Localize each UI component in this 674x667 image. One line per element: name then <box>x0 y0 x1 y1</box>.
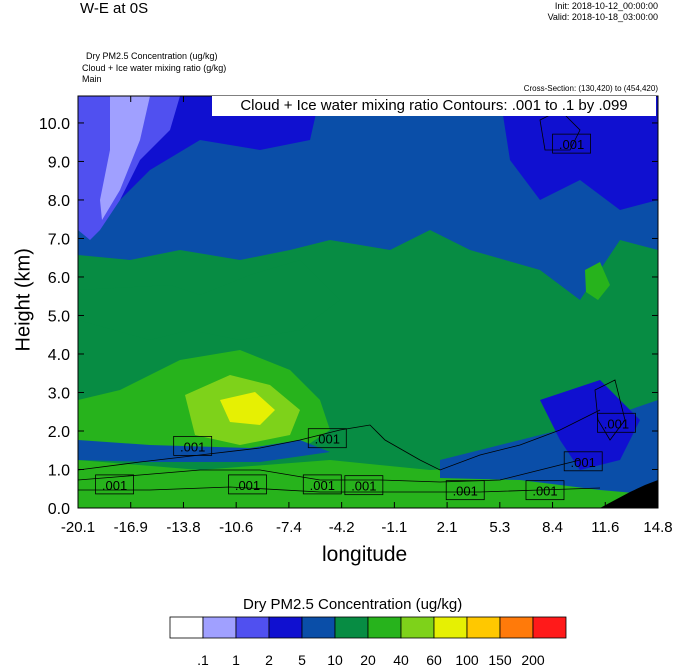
contour-label-box <box>445 480 485 501</box>
contour-label-box <box>552 133 591 154</box>
y-tick-label: 10.0 <box>39 116 70 133</box>
colorbar-swatch <box>499 616 534 639</box>
colorbar-label: 40 <box>393 652 409 667</box>
colorbar-swatch <box>466 616 501 639</box>
colorbar-label: .1 <box>197 652 209 667</box>
colorbar-swatch <box>334 616 369 639</box>
colorbar-swatch <box>202 616 237 639</box>
contour-label: .001 <box>453 484 478 499</box>
colorbar-label: 1 <box>232 652 240 667</box>
contour-label: .001 <box>532 484 557 499</box>
y-tick-label: 7.0 <box>48 231 70 248</box>
y-tick-label: 3.0 <box>48 385 70 402</box>
y-axis: 0.0 1.0 2.0 3.0 4.0 5.0 6.0 7.0 8.0 9.0 10.0 <box>39 116 658 518</box>
x-tick-label: -4.2 <box>329 519 355 536</box>
contour-label: .001 <box>235 478 260 493</box>
colorbar-swatch <box>169 616 204 639</box>
x-tick-label: -20.1 <box>61 519 95 536</box>
valid-time: Valid: 2018-10-18_03:00:00 <box>547 12 658 22</box>
y-axis-label: Height (km) <box>12 248 35 352</box>
x-tick-label: 14.8 <box>643 519 672 536</box>
contour-label-box <box>173 435 213 456</box>
contour-label: .001 <box>315 432 340 447</box>
colorbar-swatch <box>400 616 435 639</box>
contour-label-box <box>302 474 342 495</box>
field-line-2: Cloud + Ice water mixing ratio (g/kg) <box>82 63 227 73</box>
colorbar-swatch <box>301 616 336 639</box>
contour-label-box <box>228 474 267 495</box>
y-tick-label: 5.0 <box>48 308 70 325</box>
x-tick-label: -16.9 <box>114 519 148 536</box>
y-tick-label: 2.0 <box>48 424 70 441</box>
x-tick-label: 2.1 <box>437 519 458 536</box>
contour-label-box <box>563 451 603 472</box>
x-tick-label: -13.8 <box>166 519 200 536</box>
x-tick-label: 5.3 <box>489 519 510 536</box>
contour-label: .001 <box>571 455 596 470</box>
colorbar-label: 200 <box>521 652 545 667</box>
colorbar-swatch <box>532 616 567 639</box>
colorbar-swatch <box>235 616 270 639</box>
contour-label: .001 <box>559 137 584 152</box>
contour-label: .001 <box>102 478 127 493</box>
contour-label-box <box>307 428 347 449</box>
x-tick-label: -10.6 <box>219 519 253 536</box>
y-tick-label: 6.0 <box>48 270 70 287</box>
contour-labels: .001 .001 .001 .001 .001 .001 .001 .001 .001 .001… <box>95 133 636 501</box>
contour-label: .001 <box>604 416 629 431</box>
x-axis: -20.1 -16.9 -13.8 -10.6 -7.4 -4.2 -1.1 2.1 5.3 8.… <box>61 96 673 536</box>
y-tick-label: 1.0 <box>48 462 70 479</box>
contour-label-box <box>95 474 134 495</box>
x-axis-label: longitude <box>322 543 408 566</box>
contour-label: .001 <box>351 479 376 494</box>
colorbar-label: 2 <box>265 652 273 667</box>
init-time: Init: 2018-10-12_00:00:00 <box>554 1 658 11</box>
colorbar-label: 150 <box>488 652 512 667</box>
cross-section-label: Cross-Section: (130,420) to (454,420) <box>523 84 658 93</box>
colorbar-label: 20 <box>360 652 376 667</box>
colorbar-label: 100 <box>455 652 479 667</box>
page-title: W-E at 0S <box>80 0 149 17</box>
y-tick-label: 0.0 <box>48 501 70 518</box>
y-tick-label: 8.0 <box>48 193 70 210</box>
contour-label: .001 <box>180 439 205 454</box>
x-tick-label: -7.4 <box>276 519 302 536</box>
colorbar-label: 5 <box>298 652 306 667</box>
contour-label-box <box>597 412 636 433</box>
x-tick-label: 11.6 <box>591 519 619 536</box>
contour-title: Cloud + Ice water mixing ratio Contours:… <box>212 96 656 116</box>
contour-lines <box>78 109 626 493</box>
y-tick-label: 4.0 <box>48 347 70 364</box>
contour-label: .001 <box>310 478 335 493</box>
x-tick-label: -1.1 <box>381 519 407 536</box>
contour-label-box <box>525 480 565 501</box>
colorbar-swatch <box>433 616 468 639</box>
y-tick-label: 9.0 <box>48 154 70 171</box>
contour-label-box <box>344 475 384 496</box>
field-line-1: Dry PM2.5 Concentration (ug/kg) <box>86 51 218 61</box>
colorbar-label: 10 <box>327 652 343 667</box>
concentration-field <box>78 96 658 508</box>
colorbar: .1 1 2 5 10 20 40 60 100 150 200 <box>169 616 567 667</box>
colorbar-swatch <box>367 616 402 639</box>
colorbar-swatch <box>268 616 303 639</box>
colorbar-label: 60 <box>426 652 442 667</box>
colorbar-title: Dry PM2.5 Concentration (ug/kg) <box>243 596 463 613</box>
x-tick-label: 8.4 <box>542 519 563 536</box>
field-line-3: Main <box>82 74 102 84</box>
